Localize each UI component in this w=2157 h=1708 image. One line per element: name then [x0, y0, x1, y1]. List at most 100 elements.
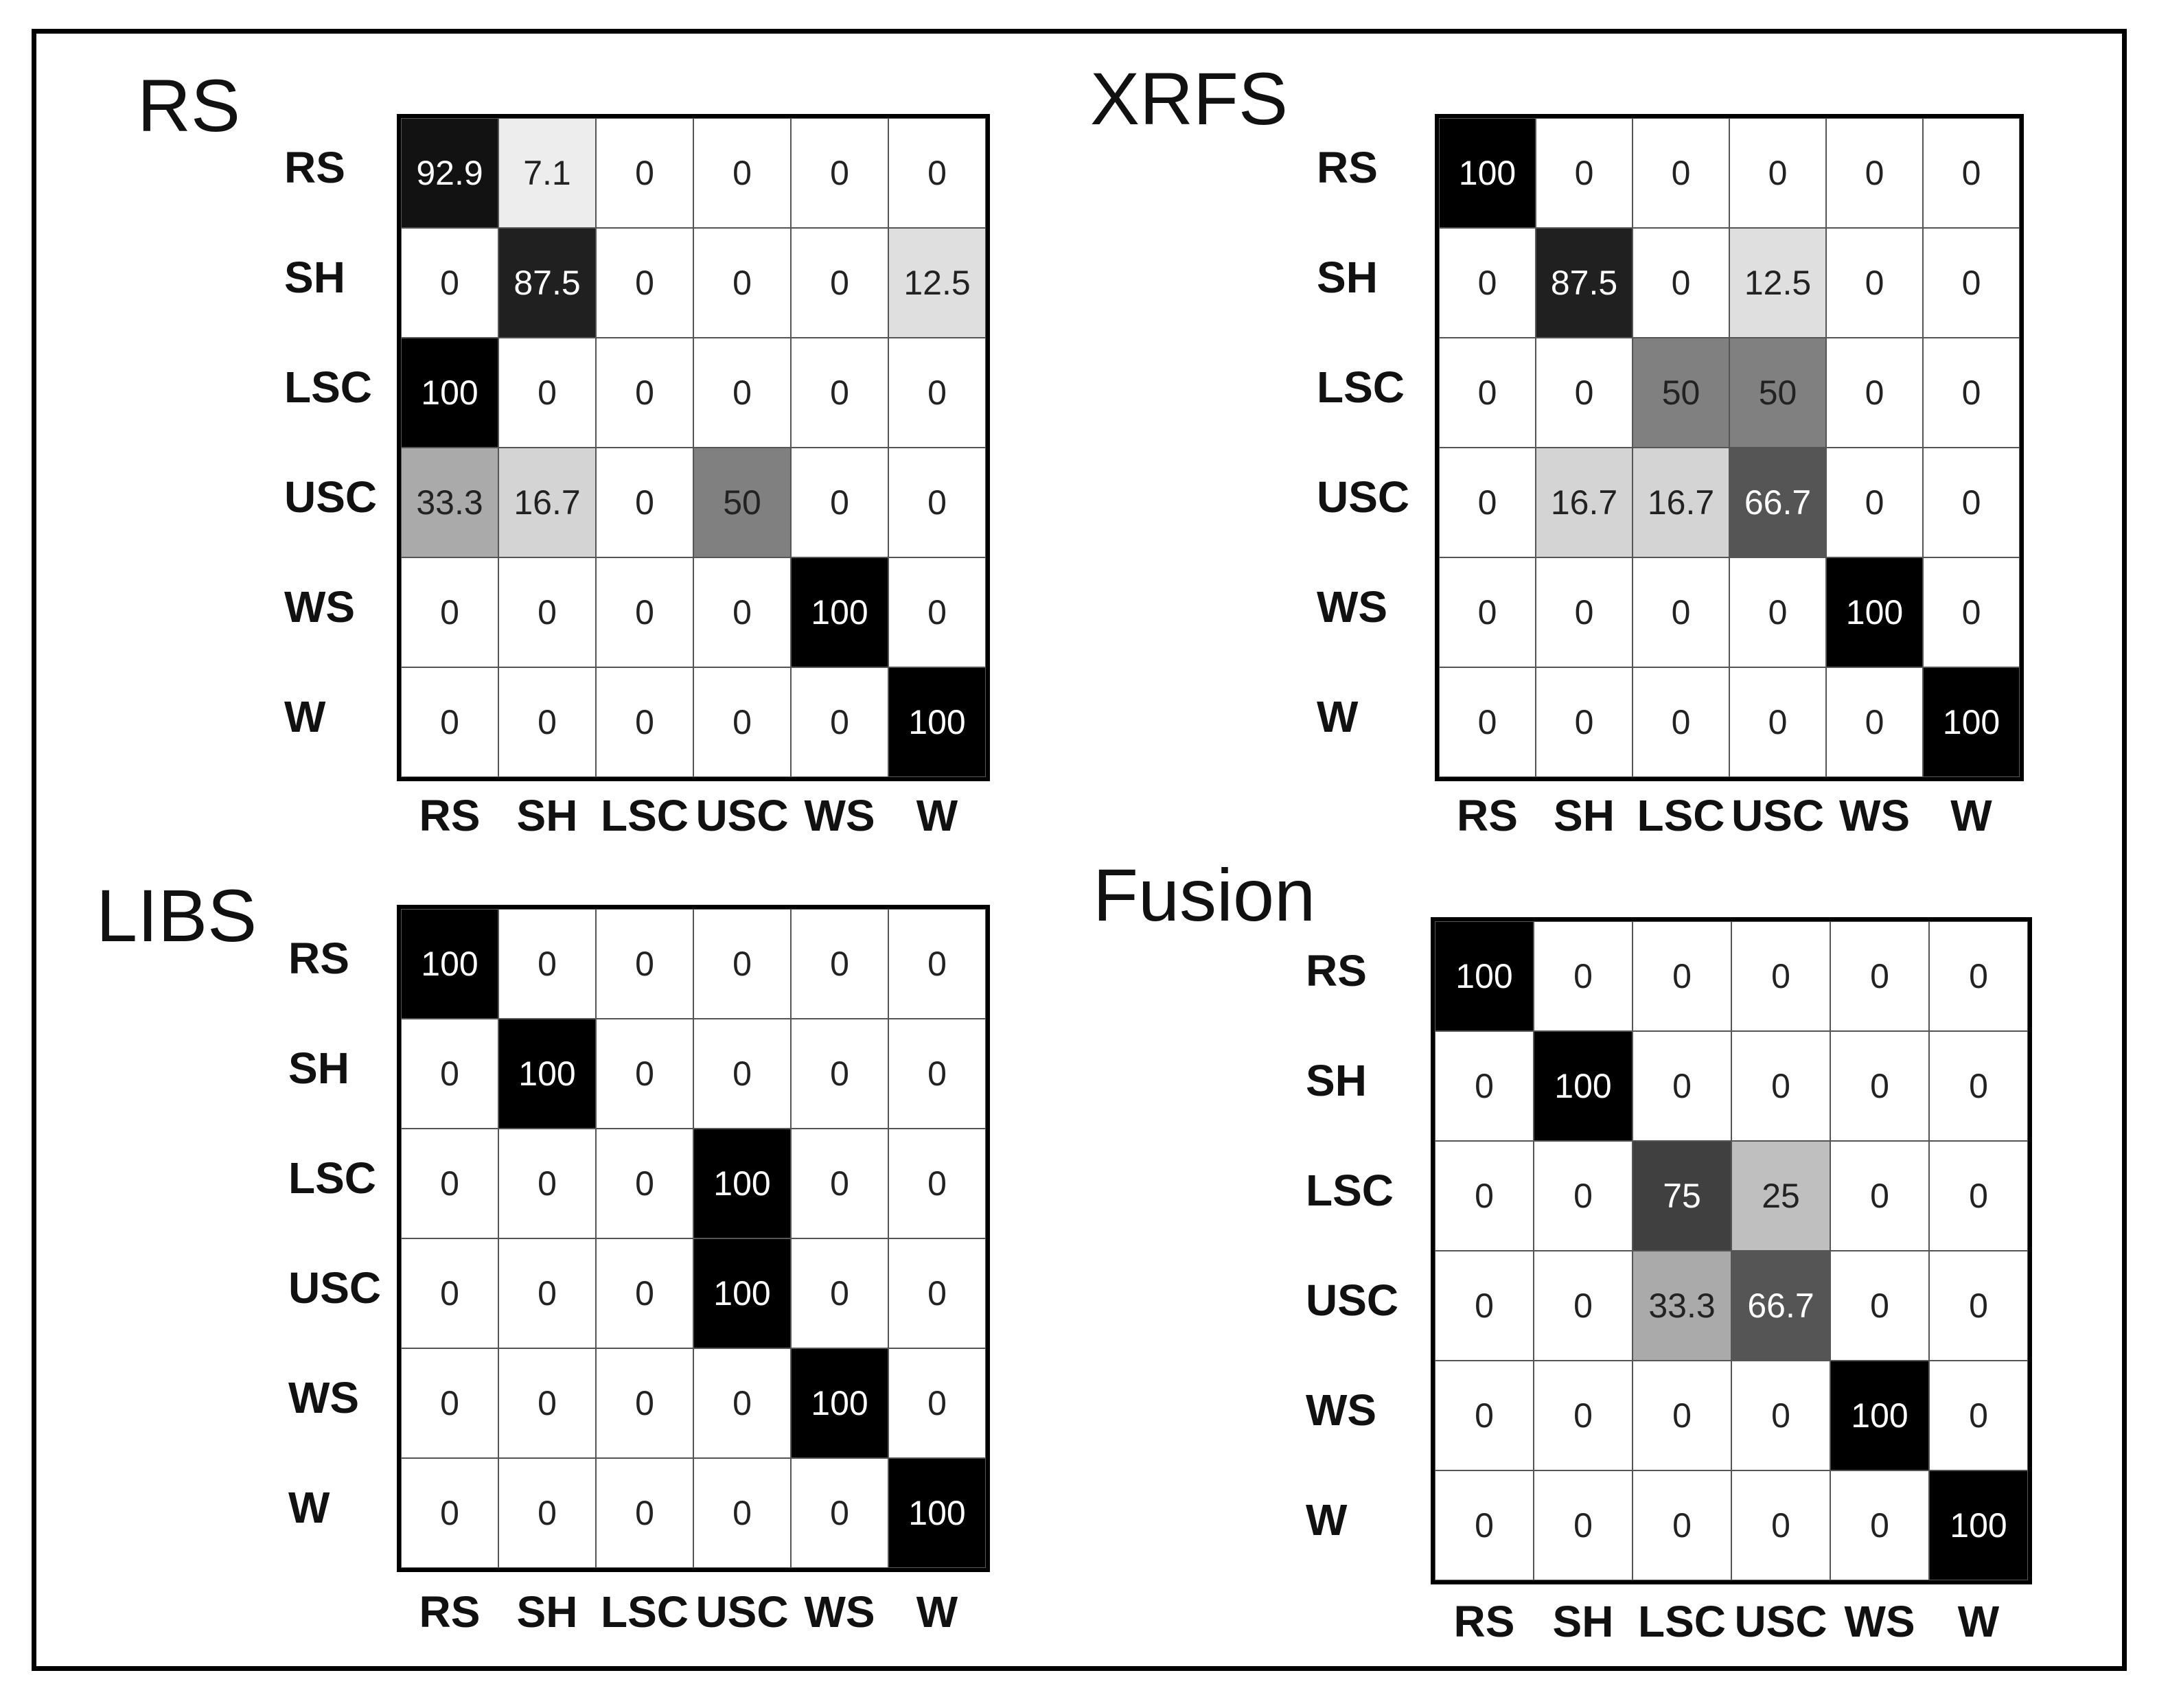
panel-title: RS	[137, 64, 241, 147]
matrix-cell: 0	[888, 1348, 986, 1458]
matrix-cell: 0	[1439, 667, 1536, 777]
matrix-cell: 0	[791, 1019, 888, 1129]
matrix-cell: 0	[1729, 118, 1826, 228]
matrix-cell: 0	[1435, 1361, 1534, 1470]
matrix-cell: 0	[596, 448, 693, 557]
matrix-cell: 0	[1633, 667, 1729, 777]
matrix-cell: 0	[596, 1019, 693, 1129]
matrix-cell: 0	[1633, 118, 1729, 228]
matrix-cell: 0	[401, 1129, 498, 1238]
row-label: W	[1317, 692, 1359, 741]
matrix-cell: 25	[1731, 1141, 1830, 1251]
matrix-cell: 0	[1830, 1251, 1929, 1361]
matrix-cell: 0	[498, 909, 596, 1019]
matrix-cell: 0	[1439, 338, 1536, 448]
panel-title: Fusion	[1093, 853, 1316, 936]
matrix-cell: 0	[693, 1348, 791, 1458]
row-label: USC	[1317, 472, 1410, 522]
matrix-cell: 7.1	[498, 118, 596, 228]
matrix-cell: 0	[1826, 118, 1923, 228]
matrix-cell: 50	[1729, 338, 1826, 448]
row-label: WS	[1306, 1385, 1377, 1435]
matrix-cell: 0	[401, 1458, 498, 1568]
matrix-cell: 0	[1729, 557, 1826, 667]
matrix-cell: 12.5	[1729, 228, 1826, 338]
column-label: RS	[419, 1587, 481, 1637]
matrix-cell: 0	[1731, 1031, 1830, 1141]
row-label: SH	[284, 253, 345, 302]
matrix-cell: 0	[1731, 1361, 1830, 1470]
row-label: RS	[1317, 143, 1378, 192]
matrix-cell: 75	[1633, 1141, 1731, 1251]
matrix-cell: 0	[1826, 228, 1923, 338]
column-label: SH	[1554, 791, 1615, 840]
row-label: WS	[288, 1373, 360, 1422]
matrix-cell: 0	[1830, 1470, 1929, 1580]
matrix-cell: 0	[1830, 1031, 1929, 1141]
matrix-cell: 100	[401, 338, 498, 448]
matrix-cell: 0	[596, 338, 693, 448]
matrix-cell: 100	[693, 1129, 791, 1238]
matrix-cell: 0	[693, 228, 791, 338]
matrix-cell: 100	[1929, 1470, 2028, 1580]
matrix-cell: 0	[596, 1458, 693, 1568]
row-label: USC	[288, 1263, 382, 1313]
row-label: RS	[288, 934, 349, 983]
matrix-cell: 0	[1536, 118, 1633, 228]
matrix-cell: 0	[401, 667, 498, 777]
matrix-cell: 0	[791, 338, 888, 448]
matrix-cell: 0	[1923, 448, 2020, 557]
matrix-cell: 0	[1830, 1141, 1929, 1251]
matrix-cell: 0	[1929, 1031, 2028, 1141]
column-label: USC	[695, 791, 789, 840]
matrix-cell: 0	[1633, 228, 1729, 338]
matrix-cell: 0	[1534, 1470, 1633, 1580]
column-label: USC	[1731, 791, 1825, 840]
matrix-cell: 0	[1923, 557, 2020, 667]
matrix-cell: 100	[1923, 667, 2020, 777]
matrix-cell: 0	[888, 909, 986, 1019]
matrix-cell: 0	[1633, 921, 1731, 1031]
matrix-cell: 0	[693, 1458, 791, 1568]
matrix-cell: 0	[401, 557, 498, 667]
row-label: WS	[1317, 582, 1388, 632]
matrix-cell: 0	[1830, 921, 1929, 1031]
row-label: RS	[284, 143, 345, 192]
panel-title: XRFS	[1090, 57, 1289, 140]
matrix-cell: 0	[1536, 338, 1633, 448]
matrix-cell: 0	[888, 1238, 986, 1348]
column-label: LSC	[1637, 791, 1725, 840]
row-label: WS	[284, 582, 356, 632]
matrix-cell: 0	[1534, 1361, 1633, 1470]
matrix-cell: 0	[791, 1458, 888, 1568]
matrix-cell: 0	[498, 1348, 596, 1458]
row-label: W	[1306, 1495, 1348, 1545]
matrix-cell: 87.5	[498, 228, 596, 338]
matrix-cell: 0	[1439, 448, 1536, 557]
row-label: SH	[1317, 253, 1378, 302]
matrix-cell: 0	[791, 1129, 888, 1238]
matrix-cell: 100	[1830, 1361, 1929, 1470]
matrix-cell: 0	[888, 118, 986, 228]
matrix-cell: 0	[1929, 1251, 2028, 1361]
matrix-cell: 100	[498, 1019, 596, 1129]
matrix-cell: 0	[1729, 667, 1826, 777]
matrix-cell: 0	[888, 448, 986, 557]
matrix-cell: 0	[1439, 228, 1536, 338]
matrix-cell: 0	[1731, 921, 1830, 1031]
matrix-cell: 0	[1633, 1361, 1731, 1470]
matrix-cell: 0	[693, 338, 791, 448]
matrix-cell: 87.5	[1536, 228, 1633, 338]
matrix-cell: 100	[888, 667, 986, 777]
matrix-cell: 92.9	[401, 118, 498, 228]
row-label: LSC	[284, 362, 372, 412]
matrix-cell: 0	[1633, 1031, 1731, 1141]
matrix-cell: 0	[1536, 667, 1633, 777]
confusion-matrix-grid: 100 0 0 0 0 0 0 100 0 0 0 0 0 0 0 100 0 0 0 0 0 100 0 0 0 0 0 0 100 0…	[397, 905, 990, 1572]
matrix-cell: 0	[693, 909, 791, 1019]
matrix-cell: 0	[888, 1019, 986, 1129]
column-label: LSC	[601, 1587, 689, 1637]
matrix-cell: 0	[1929, 1361, 2028, 1470]
column-label: WS	[1844, 1597, 1915, 1646]
row-label: USC	[1306, 1276, 1399, 1325]
